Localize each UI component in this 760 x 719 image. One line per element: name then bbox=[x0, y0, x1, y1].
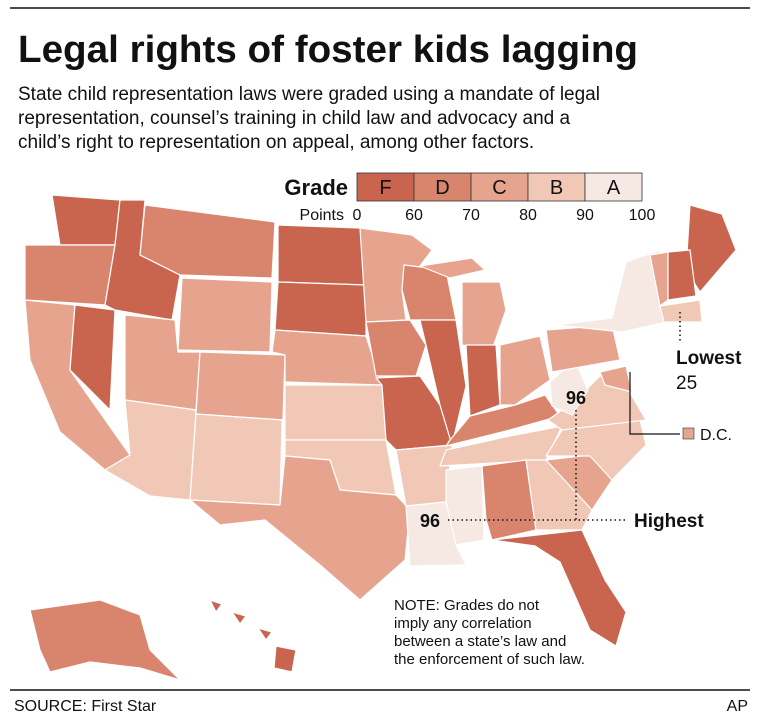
state bbox=[51, 194, 121, 246]
state bbox=[24, 244, 116, 306]
state bbox=[419, 257, 486, 279]
state bbox=[209, 599, 223, 613]
note-line: NOTE: Grades do not bbox=[394, 597, 540, 614]
state bbox=[481, 459, 537, 541]
credit: AP bbox=[727, 698, 748, 715]
state bbox=[445, 465, 485, 546]
state bbox=[189, 455, 411, 601]
state bbox=[274, 281, 367, 337]
state bbox=[69, 304, 116, 411]
highest-marker: 96 bbox=[420, 511, 440, 531]
state bbox=[659, 299, 703, 323]
legend: Grade F D C B A Points 0 60 70 80 90 100 bbox=[284, 172, 656, 224]
dc-label: D.C. bbox=[700, 427, 732, 444]
dc-swatch bbox=[682, 427, 695, 440]
title: Legal rights of foster kids lagging bbox=[18, 29, 638, 71]
state bbox=[271, 329, 383, 386]
state bbox=[545, 324, 621, 373]
state bbox=[177, 277, 273, 353]
state bbox=[405, 501, 467, 567]
grade-swatch bbox=[470, 172, 529, 202]
state bbox=[257, 627, 273, 641]
state bbox=[189, 413, 283, 506]
highest-marker: 96 bbox=[566, 388, 586, 408]
grade-swatch bbox=[356, 172, 415, 202]
state bbox=[284, 384, 387, 441]
points-tick: 90 bbox=[576, 207, 594, 224]
us-map bbox=[24, 194, 737, 681]
note-line: the enforcement of such law. bbox=[394, 651, 585, 668]
state bbox=[667, 249, 697, 301]
grade-label: B bbox=[550, 177, 563, 199]
highest-label: Highest bbox=[634, 511, 704, 532]
grade-swatch bbox=[584, 172, 643, 202]
subtitle-line: child’s right to representation on appea… bbox=[18, 132, 534, 153]
subtitle-line: State child representation laws were gra… bbox=[18, 84, 600, 105]
source: SOURCE: First Star bbox=[14, 698, 157, 715]
note-line: between a state’s law and bbox=[394, 633, 566, 650]
grade-label: D bbox=[435, 177, 449, 199]
lowest-label: Lowest bbox=[676, 348, 742, 369]
state bbox=[555, 249, 667, 333]
state bbox=[29, 599, 181, 681]
grade-swatch bbox=[413, 172, 472, 202]
points-tick: 60 bbox=[405, 207, 423, 224]
grade-label: F bbox=[379, 177, 391, 199]
points-tick: 100 bbox=[629, 207, 656, 224]
points-label: Points bbox=[300, 207, 344, 224]
grade-label: C bbox=[492, 177, 506, 199]
points-tick: 70 bbox=[462, 207, 480, 224]
state bbox=[599, 365, 633, 393]
state bbox=[231, 611, 247, 625]
state bbox=[395, 444, 453, 507]
dc-leader bbox=[629, 372, 680, 435]
legend-label: Grade bbox=[284, 175, 348, 200]
state bbox=[465, 344, 501, 417]
state bbox=[365, 319, 427, 377]
state bbox=[499, 335, 551, 406]
state bbox=[273, 645, 297, 673]
state bbox=[491, 529, 627, 647]
grade-label: A bbox=[607, 177, 621, 199]
annotations: Lowest 25 D.C. 96 96 Highest bbox=[420, 312, 742, 532]
state bbox=[277, 224, 367, 286]
state bbox=[461, 281, 507, 351]
subtitle-line: representation, counsel’s training in ch… bbox=[18, 108, 570, 129]
state bbox=[139, 204, 276, 279]
points-tick: 80 bbox=[519, 207, 537, 224]
points-tick: 0 bbox=[353, 207, 362, 224]
state bbox=[195, 351, 286, 421]
lowest-value: 25 bbox=[676, 373, 697, 394]
subtitle: State child representation laws were gra… bbox=[18, 84, 600, 153]
note-line: imply any correlation bbox=[394, 615, 532, 632]
highest-leader bbox=[448, 410, 628, 521]
